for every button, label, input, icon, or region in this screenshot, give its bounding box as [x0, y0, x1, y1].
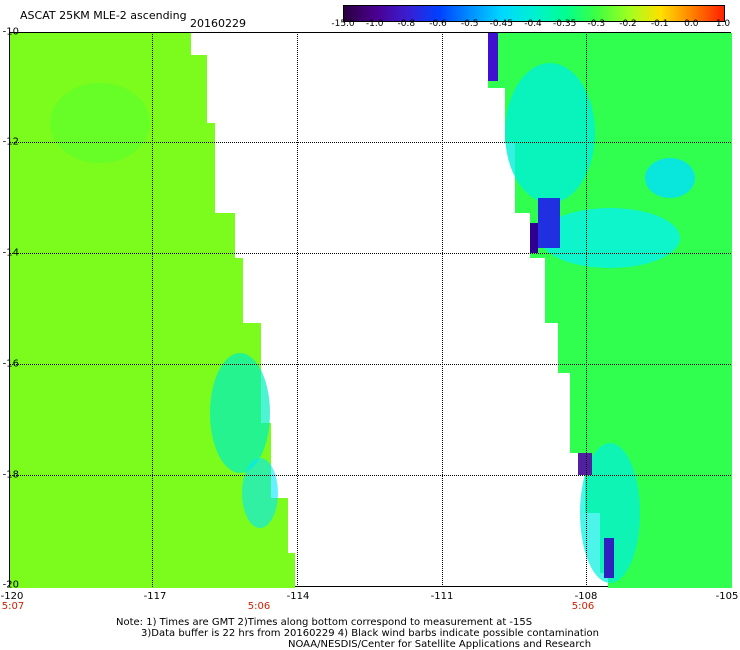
- right-swath-blue-patch: [538, 198, 560, 248]
- grid-line-lon: [152, 32, 153, 587]
- colorbar-tick-label: -0.1: [650, 19, 669, 29]
- time-label: 5:06: [571, 601, 595, 612]
- grid-line-lon: [297, 32, 298, 587]
- right-swath-cyan-region-3: [580, 443, 640, 583]
- swath-layer: [10, 33, 732, 588]
- grid-line-lat: [9, 475, 731, 476]
- colorbar-tick-label: -0.35: [553, 19, 577, 29]
- lon-label: -108: [574, 591, 598, 602]
- time-label: 5:06: [247, 601, 271, 612]
- colorbar-tick-label: -0.6: [429, 19, 447, 29]
- colorbar-tick-label: -0.8: [397, 19, 416, 29]
- colorbar-tick-label: -1.0: [365, 19, 384, 29]
- right-swath-purple-patch-2: [578, 453, 592, 475]
- lon-label: -114: [286, 591, 310, 602]
- time-label: 5:07: [1, 601, 25, 612]
- colorbar-tick-label: -15.0: [331, 19, 355, 29]
- lat-label: -12: [2, 136, 19, 148]
- right-swath-cyan-region-2: [540, 208, 680, 268]
- lon-label: -105: [715, 591, 739, 602]
- left-swath-green-patch: [50, 83, 150, 163]
- footer-note-1: Note: 1) Times are GMT 2)Times along bot…: [116, 617, 533, 628]
- right-swath-purple-patch: [530, 223, 538, 253]
- map-plot-area: [9, 32, 732, 588]
- product-date: 20160229: [190, 17, 246, 30]
- lon-label: -117: [143, 591, 167, 602]
- right-swath-edge-blue: [488, 33, 498, 81]
- colorbar-tick-label: -0.5: [460, 19, 479, 29]
- colorbar-tick-label: -0.4: [524, 19, 542, 29]
- lon-label: -120: [0, 591, 24, 602]
- left-swath-cyan-patch: [210, 353, 270, 473]
- lon-label: -111: [430, 591, 454, 602]
- left-swath-cyan-patch-2: [242, 458, 278, 528]
- grid-line-lat: [9, 253, 731, 254]
- lat-label: -18: [2, 469, 19, 481]
- footer-note-2: 3)Data buffer is 22 hrs from 20160229 4)…: [141, 628, 599, 639]
- grid-line-lon: [442, 32, 443, 587]
- lat-label: -20: [2, 579, 19, 591]
- colorbar: [343, 5, 725, 22]
- right-swath-cyan-spot: [645, 158, 695, 198]
- lat-label: -16: [2, 358, 19, 370]
- footer-credit: NOAA/NESDIS/Center for Satellite Applica…: [288, 639, 592, 650]
- grid-line-lat: [9, 364, 731, 365]
- colorbar-tick-label: -0.45: [489, 19, 513, 29]
- product-title: ASCAT 25KM MLE-2 ascending: [20, 9, 187, 22]
- colorbar-tick-label: -0.2: [619, 19, 637, 29]
- right-swath-blue-patch-2: [604, 538, 614, 578]
- grid-line-lon: [586, 32, 587, 587]
- grid-line-lat: [9, 142, 731, 143]
- colorbar-tick-label: 1.0: [715, 19, 731, 29]
- colorbar-tick-label: 0.0: [684, 19, 699, 29]
- right-swath-cyan-region: [505, 63, 595, 203]
- colorbar-tick-label: -0.3: [587, 19, 606, 29]
- lat-label: -14: [2, 247, 19, 259]
- lat-label: -10: [2, 26, 19, 38]
